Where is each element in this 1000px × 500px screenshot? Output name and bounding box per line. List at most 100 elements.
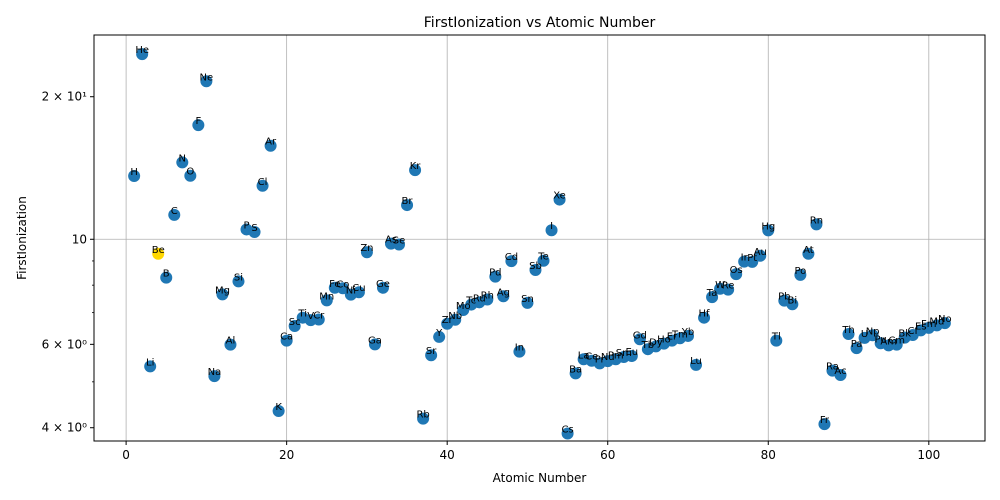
point-label-nb: Nb <box>448 311 462 322</box>
point-label-sr: Sr <box>426 346 437 357</box>
x-tick-label: 60 <box>600 448 615 462</box>
x-tick-label: 100 <box>917 448 940 462</box>
data-point-no <box>938 317 951 330</box>
data-point-rb <box>417 412 430 425</box>
point-label-br: Br <box>402 196 414 207</box>
data-point-co <box>336 282 349 295</box>
point-label-f: F <box>195 116 201 127</box>
point-label-cr: Cr <box>313 311 325 322</box>
point-label-te: Te <box>537 252 549 263</box>
data-point-cs <box>561 427 574 440</box>
point-label-yb: Yb <box>681 327 694 338</box>
point-label-ne: Ne <box>200 72 214 83</box>
data-point-nb <box>449 313 462 326</box>
point-label-es: Es <box>915 321 927 332</box>
point-label-ce: Ce <box>585 352 598 363</box>
point-label-po: Po <box>794 266 806 277</box>
y-tick-label: 10 <box>72 232 87 246</box>
point-label-rb: Rb <box>416 410 429 421</box>
data-point-ba <box>569 367 582 380</box>
data-point-sr <box>425 349 438 362</box>
data-point-cu <box>352 286 365 299</box>
data-points <box>128 48 951 440</box>
x-tick-label: 20 <box>279 448 294 462</box>
data-point-f <box>192 119 205 132</box>
y-tick-label: 6 × 10⁰ <box>42 337 88 351</box>
data-point-cd <box>505 255 518 268</box>
data-point-si <box>232 275 245 288</box>
point-label-ta: Ta <box>706 288 718 299</box>
x-tick-label: 0 <box>122 448 130 462</box>
point-label-tl: Tl <box>771 332 781 343</box>
data-point-na <box>208 370 221 383</box>
point-label-sb: Sb <box>529 261 542 272</box>
data-point-au <box>754 249 767 262</box>
point-label-bi: Bi <box>788 295 798 306</box>
data-point-o <box>184 169 197 182</box>
point-label-fm: Fm <box>921 319 937 330</box>
data-point-sc <box>288 319 301 332</box>
point-label-na: Na <box>208 367 222 378</box>
point-label-tb: Tb <box>641 340 654 351</box>
y-axis-ticks: 4 × 10⁰ 6 × 10⁰ 10 2 × 10¹ <box>42 90 94 435</box>
data-point-h <box>128 170 141 183</box>
data-point-rn <box>810 218 823 231</box>
data-point-b <box>160 271 173 284</box>
data-point-fr <box>818 418 831 431</box>
data-point-s <box>248 226 261 239</box>
point-label-cf: Cf <box>907 326 918 337</box>
data-point-mg <box>216 288 229 301</box>
point-label-cs: Cs <box>561 424 573 435</box>
y-axis-label: FirstIonization <box>15 196 29 280</box>
data-point-y <box>433 330 446 343</box>
point-label-lu: Lu <box>690 356 702 367</box>
point-label-dy: Dy <box>649 337 663 348</box>
data-point-kr <box>409 164 422 177</box>
point-label-in: In <box>515 343 524 354</box>
y-tick-label: 2 × 10¹ <box>42 90 88 104</box>
point-label-li: Li <box>146 357 154 368</box>
data-point-c <box>168 208 181 221</box>
data-point-al <box>224 338 237 351</box>
point-label-fr: Fr <box>820 415 830 426</box>
point-label-zr: Zr <box>442 315 454 326</box>
x-axis-label: Atomic Number <box>493 471 587 485</box>
point-label-re: Re <box>722 281 735 292</box>
point-label-hf: Hf <box>699 309 711 320</box>
data-point-k <box>272 404 285 417</box>
point-label-c: C <box>171 206 178 217</box>
data-point-re <box>722 283 735 296</box>
point-label-la: La <box>578 350 590 361</box>
point-label-w: W <box>715 280 725 291</box>
point-label-o: O <box>186 167 194 178</box>
data-point-ge <box>376 281 389 294</box>
data-point-cl <box>256 179 269 192</box>
point-label-ca: Ca <box>280 332 293 343</box>
point-label-mg: Mg <box>215 285 230 296</box>
y-tick-label: 4 × 10⁰ <box>42 421 88 435</box>
point-label-ir: Ir <box>741 253 749 264</box>
data-point-ga <box>368 338 381 351</box>
data-point-yb <box>682 329 694 342</box>
point-label-pd: Pd <box>489 268 501 279</box>
point-label-np: Np <box>866 326 880 337</box>
data-point-po <box>794 268 807 281</box>
point-label-zn: Zn <box>360 243 373 254</box>
point-label-ho: Ho <box>657 335 671 346</box>
point-label-as: As <box>385 235 397 246</box>
point-label-os: Os <box>730 265 743 276</box>
data-point-hg <box>762 224 775 237</box>
point-label-tm: Tm <box>671 329 688 340</box>
data-point-gd <box>633 333 646 346</box>
point-label-rh: Rh <box>481 291 494 302</box>
data-point-ta <box>706 291 719 304</box>
data-point-pa <box>850 342 863 355</box>
point-label-ni: Ni <box>346 286 356 297</box>
x-tick-label: 40 <box>440 448 455 462</box>
data-point-i <box>545 224 558 237</box>
point-label-au: Au <box>754 247 767 258</box>
data-point-hf <box>698 311 711 324</box>
point-label-th: Th <box>841 325 854 336</box>
point-label-cu: Cu <box>352 283 365 294</box>
